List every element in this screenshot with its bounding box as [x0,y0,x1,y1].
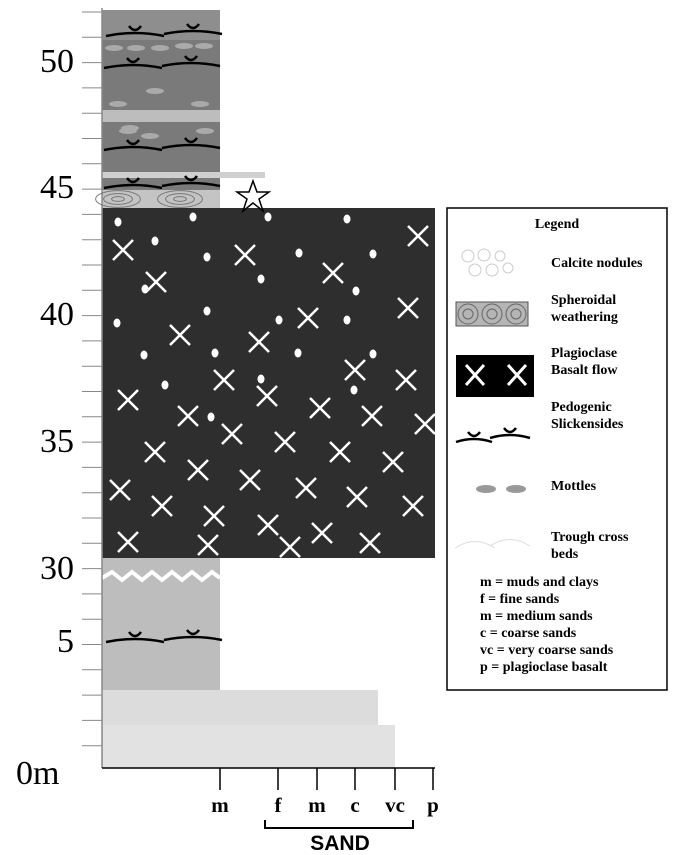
mottle [121,125,139,131]
legend-label: Slickensides [551,417,624,432]
abbreviation: p = plagioclase basalt [480,660,608,675]
calcite-nodule [141,351,148,360]
mottle [191,101,209,107]
mottle [506,485,526,493]
sand-label: SAND [310,832,370,855]
grain-label: vc [385,793,405,817]
calcite-nodule [204,307,211,316]
depth-label: 0m [16,755,59,792]
calcite-nodule [265,213,272,222]
depth-label: 50 [40,43,74,80]
depth-label: 40 [40,296,74,333]
basalt-flow [102,208,435,558]
depth-label: 45 [40,169,74,206]
sand-unit-lower [102,725,395,768]
depth-label: 30 [40,550,74,587]
calcite-nodule [162,381,169,390]
grain-label: c [350,793,359,817]
mottle [175,43,193,49]
grain-label: m [211,793,229,817]
mottle [105,45,123,51]
mottle [141,133,159,139]
spheroidal-symbol [456,302,528,326]
calcite-nodule [190,213,197,222]
star [237,181,269,211]
calcite-nodule [351,386,358,395]
mottle [109,101,127,107]
abbreviation: vc = very coarse sands [480,643,614,658]
legend-label: Mottles [551,479,597,494]
calcite-nodule [276,316,283,325]
calcite-nodule [296,249,303,258]
light-band [102,110,220,122]
calcite-nodule [344,316,351,325]
abbreviation: f = fine sands [480,592,560,607]
grain-label: p [427,793,439,817]
legend-label: Pedogenic [551,400,612,415]
calcite-nodule [295,349,302,358]
calcite-nodule [258,275,265,284]
stratigraphic-column: SAND Legend 504540353050mmfmcvcpCalcite … [0,0,677,855]
legend-label: Basalt flow [551,363,618,378]
abbreviation: m = medium sands [480,609,593,624]
legend-title: Legend [535,217,580,232]
legend-label: Spheroidal [551,293,616,308]
legend-label: Trough cross [551,530,629,545]
depth-label: 5 [57,623,74,660]
calcite-nodule [115,218,122,227]
mottle [127,45,145,51]
legend-label: Plagioclase [551,346,617,361]
grain-label: f [275,793,283,817]
sand-bracket [265,820,413,828]
calcite-nodule [212,349,219,358]
calcite-nodule [258,375,265,384]
light-strip [102,172,265,178]
calcite-nodule [204,253,211,262]
calcite-nodule [114,319,121,328]
calcite-nodule [152,237,159,246]
mottle [476,485,496,493]
legend-label: beds [551,547,579,562]
mottle [146,88,164,94]
mottle [195,43,213,49]
mottle [151,45,169,51]
depth-label: 35 [40,423,74,460]
abbreviation: c = coarse sands [480,626,577,641]
calcite-nodule [370,250,377,259]
calcite-nodule [370,350,377,359]
calcite-nodule [142,285,149,294]
legend-label: weathering [551,310,618,325]
calcite-nodule [344,215,351,224]
mottle [196,128,214,134]
calcite-nodule [208,413,215,422]
calcite-nodule [353,287,360,296]
grain-label: m [308,793,326,817]
legend-label: Calcite nodules [551,256,643,271]
abbreviation: m = muds and clays [480,575,599,590]
basalt-symbol [456,355,534,397]
